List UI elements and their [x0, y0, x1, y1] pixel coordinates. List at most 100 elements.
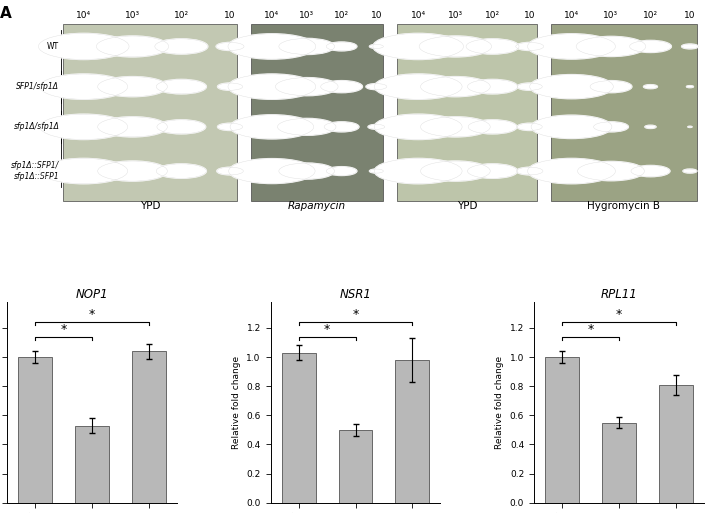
- Circle shape: [97, 76, 167, 96]
- Title: NOP1: NOP1: [76, 288, 108, 301]
- Text: 10³: 10³: [604, 11, 619, 21]
- Text: 10: 10: [684, 11, 695, 21]
- Text: 10³: 10³: [448, 11, 463, 21]
- Circle shape: [683, 169, 697, 173]
- Circle shape: [370, 169, 383, 173]
- Circle shape: [528, 34, 616, 59]
- Circle shape: [40, 74, 128, 100]
- Circle shape: [467, 80, 518, 94]
- Text: 10²: 10²: [334, 11, 349, 21]
- Circle shape: [576, 36, 646, 56]
- Circle shape: [590, 81, 632, 93]
- Bar: [658, 385, 693, 503]
- Circle shape: [40, 159, 128, 184]
- Text: 10: 10: [225, 11, 236, 21]
- Circle shape: [645, 125, 656, 128]
- Circle shape: [466, 39, 519, 54]
- Circle shape: [420, 117, 490, 137]
- Circle shape: [279, 38, 335, 54]
- Circle shape: [643, 85, 658, 89]
- Circle shape: [228, 74, 316, 100]
- Text: 10²: 10²: [643, 11, 658, 21]
- Circle shape: [279, 163, 335, 179]
- Circle shape: [156, 164, 206, 179]
- Text: 10: 10: [370, 11, 382, 21]
- Text: Hygromycin B: Hygromycin B: [587, 201, 661, 211]
- Circle shape: [468, 120, 517, 134]
- Circle shape: [419, 36, 491, 57]
- Title: RPL11: RPL11: [601, 288, 637, 301]
- Bar: [282, 353, 316, 503]
- Circle shape: [528, 159, 616, 184]
- Text: 10²: 10²: [485, 11, 500, 21]
- Text: 10⁴: 10⁴: [76, 11, 91, 21]
- Text: WT: WT: [47, 42, 60, 51]
- Text: 10⁴: 10⁴: [411, 11, 426, 21]
- Text: *: *: [353, 308, 358, 321]
- Text: sfp1Δ/sfp1Δ: sfp1Δ/sfp1Δ: [14, 122, 60, 131]
- Circle shape: [155, 39, 208, 54]
- Circle shape: [97, 161, 167, 181]
- Circle shape: [374, 159, 462, 184]
- FancyBboxPatch shape: [550, 24, 697, 201]
- Circle shape: [216, 43, 244, 50]
- Text: A: A: [0, 6, 12, 21]
- Circle shape: [531, 115, 612, 139]
- Circle shape: [40, 114, 128, 140]
- Text: 10: 10: [524, 11, 535, 21]
- Text: YPD: YPD: [139, 201, 160, 211]
- Circle shape: [682, 44, 698, 49]
- Circle shape: [374, 114, 462, 140]
- Bar: [75, 426, 109, 503]
- Bar: [132, 351, 166, 503]
- Text: 10³: 10³: [299, 11, 314, 21]
- Y-axis label: Relative fold change: Relative fold change: [496, 356, 504, 449]
- Text: 10³: 10³: [125, 11, 140, 21]
- Circle shape: [629, 41, 671, 52]
- Circle shape: [517, 123, 542, 130]
- Circle shape: [157, 120, 205, 134]
- Circle shape: [277, 119, 336, 135]
- Text: SFP1/sfp1Δ: SFP1/sfp1Δ: [16, 82, 60, 91]
- Circle shape: [631, 165, 670, 176]
- Circle shape: [321, 81, 363, 93]
- Text: *: *: [324, 323, 331, 336]
- Y-axis label: Relative fold change: Relative fold change: [232, 356, 241, 449]
- Bar: [18, 357, 53, 503]
- Circle shape: [217, 167, 243, 175]
- Circle shape: [275, 77, 338, 96]
- Circle shape: [467, 164, 518, 179]
- FancyBboxPatch shape: [397, 24, 537, 201]
- Circle shape: [230, 115, 314, 139]
- Circle shape: [228, 34, 316, 59]
- Circle shape: [594, 122, 629, 132]
- Circle shape: [326, 42, 357, 51]
- FancyBboxPatch shape: [63, 24, 237, 201]
- Bar: [395, 360, 429, 503]
- Circle shape: [374, 74, 462, 100]
- Text: Rapamycin: Rapamycin: [288, 201, 346, 211]
- Text: *: *: [587, 323, 594, 336]
- Circle shape: [38, 33, 129, 60]
- Circle shape: [326, 167, 357, 175]
- Title: NSR1: NSR1: [340, 288, 371, 301]
- Circle shape: [373, 33, 464, 60]
- Circle shape: [366, 84, 387, 90]
- Circle shape: [516, 167, 543, 175]
- Circle shape: [218, 123, 242, 130]
- Text: *: *: [60, 323, 67, 336]
- Text: 10⁴: 10⁴: [264, 11, 279, 21]
- Bar: [338, 430, 373, 503]
- Circle shape: [420, 76, 490, 96]
- Text: 10⁴: 10⁴: [564, 11, 579, 21]
- Circle shape: [517, 83, 542, 90]
- Text: YPD: YPD: [456, 201, 477, 211]
- Text: *: *: [616, 308, 622, 321]
- Circle shape: [97, 117, 167, 137]
- Circle shape: [688, 126, 692, 127]
- Bar: [545, 357, 579, 503]
- Circle shape: [420, 161, 490, 181]
- Circle shape: [687, 86, 693, 88]
- Text: sfp1Δ::SFP1/
sfp1Δ::SFP1: sfp1Δ::SFP1/ sfp1Δ::SFP1: [11, 162, 60, 181]
- Circle shape: [530, 74, 614, 98]
